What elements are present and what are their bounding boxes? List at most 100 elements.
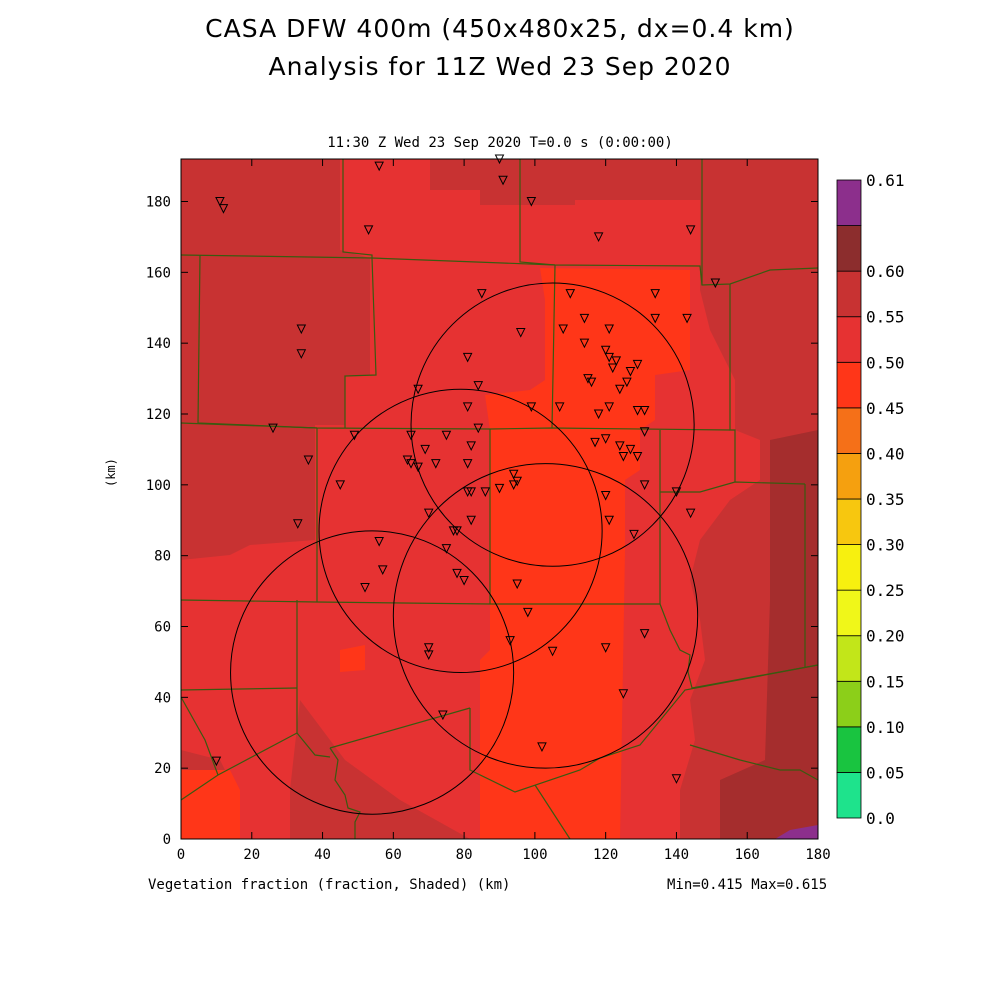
station-triangle-icon (639, 480, 650, 490)
station-triangle-icon (512, 476, 523, 487)
radar-range-rings (230, 282, 699, 815)
radar-range-ring (410, 282, 695, 567)
colorbar-swatch (836, 179, 862, 226)
colorbar-swatch (836, 544, 862, 591)
station-triangle-icon (639, 427, 650, 437)
station-triangle-icon (466, 441, 476, 451)
colorbar-label: 0.55 (866, 308, 905, 327)
station-triangle-icon (494, 483, 505, 494)
colorbar-swatch (836, 680, 862, 728)
y-tick-label: 180 (146, 195, 171, 211)
colorbar-label: 0.35 (866, 490, 905, 509)
station-triangle-icon (377, 565, 388, 575)
station-triangle-icon (215, 197, 225, 207)
station-triangle-icon (615, 441, 625, 451)
colorbar-label: 0.30 (866, 536, 905, 555)
station-triangle-icon (625, 444, 636, 455)
plot-title-line1: CASA DFW 400m (450x480x25, dx=0.4 km) (205, 14, 795, 43)
colorbar-swatch (836, 453, 862, 500)
station-triangle-icon (441, 544, 452, 554)
station-triangle-icon (565, 289, 576, 299)
y-tick-label: 40 (154, 690, 171, 706)
station-triangle-icon (547, 646, 558, 657)
station-triangle-icon (420, 444, 430, 455)
county-boundaries (181, 159, 818, 839)
min-max-label: Min=0.415 Max=0.615 (667, 877, 828, 893)
x-tick-label: 100 (522, 847, 547, 863)
colorbar-label: 0.10 (866, 718, 905, 737)
station-triangle-icon (600, 434, 611, 444)
y-axis: 0 20 40 60 80 100 120 140 160 180 (146, 195, 818, 848)
y-axis-label: (km) (104, 458, 118, 487)
station-triangle-icon (537, 742, 547, 753)
station-triangle-icon (515, 328, 526, 338)
station-triangle-icon (590, 437, 600, 448)
station-triangle-icon (639, 405, 650, 416)
colorbar-label: 0.20 (866, 627, 905, 646)
station-triangle-icon (611, 356, 622, 366)
station-triangle-icon (441, 430, 452, 441)
station-triangle-icon (505, 636, 515, 646)
colorbar-label: 0.05 (866, 763, 905, 782)
colorbar-swatch (836, 726, 862, 773)
colorbar-label: 0.61 (866, 171, 905, 190)
radar-range-ring (230, 530, 515, 815)
station-triangle-icon (650, 289, 661, 299)
station-triangle-icon (462, 402, 473, 413)
station-triangle-icon (374, 537, 384, 547)
station-triangle-icon (438, 710, 448, 721)
colorbar-swatch (836, 225, 862, 272)
station-triangle-icon (604, 324, 615, 335)
colorbar-label: 0.15 (866, 672, 905, 691)
colorbar-swatch (836, 270, 862, 318)
y-tick-label: 80 (154, 549, 171, 565)
station-triangle-icon (430, 459, 441, 469)
y-tick-label: 140 (146, 336, 171, 352)
station-triangle-icon (508, 480, 519, 490)
colorbar-swatch (836, 498, 862, 545)
station-triangle-icon (632, 452, 643, 462)
station-triangle-icon (508, 469, 519, 480)
station-triangle-icon (650, 313, 661, 324)
x-tick-label: 160 (735, 847, 760, 863)
colorbar-swatch (836, 589, 862, 637)
field-description-label: Vegetation fraction (fraction, Shaded) (… (148, 877, 511, 893)
station-triangle-icon (296, 349, 307, 359)
station-triangle-icon (558, 324, 569, 335)
y-tick-label: 0 (163, 832, 171, 848)
station-triangle-icon (473, 381, 484, 391)
station-triangle-icon (579, 313, 590, 324)
station-triangle-icon (360, 583, 370, 593)
y-tick-label: 100 (146, 478, 171, 494)
station-triangle-icon (363, 225, 374, 235)
radar-range-ring (318, 388, 603, 674)
colorbar-swatch (836, 635, 862, 682)
station-triangle-icon (579, 338, 590, 349)
station-triangle-icon (625, 367, 636, 377)
station-triangle-icon (618, 452, 629, 462)
station-triangle-icon (413, 462, 423, 473)
colorbar-label: 0.25 (866, 581, 905, 600)
y-tick-label: 20 (154, 761, 171, 777)
station-triangle-icon (615, 384, 625, 395)
station-triangle-icon (622, 377, 632, 388)
x-tick-label: 120 (593, 847, 618, 863)
station-triangle-icon (292, 519, 303, 529)
station-triangle-icon (526, 197, 537, 207)
x-tick-label: 180 (805, 847, 830, 863)
station-triangle-icon (600, 345, 611, 356)
colorbar-label: 0.60 (866, 262, 905, 281)
station-triangle-icon (462, 459, 473, 469)
colorbar-swatch (836, 361, 862, 409)
x-tick-label: 140 (664, 847, 689, 863)
y-tick-label: 160 (146, 265, 171, 281)
station-triangle-icon (466, 515, 476, 526)
x-tick-label: 20 (243, 847, 260, 863)
colorbar-swatch (836, 407, 862, 454)
station-triangle-icon (671, 774, 682, 784)
x-tick-label: 0 (177, 847, 185, 863)
station-triangle-icon (335, 480, 346, 490)
station-triangle-icon (423, 650, 434, 660)
station-triangle-icon (459, 575, 469, 586)
